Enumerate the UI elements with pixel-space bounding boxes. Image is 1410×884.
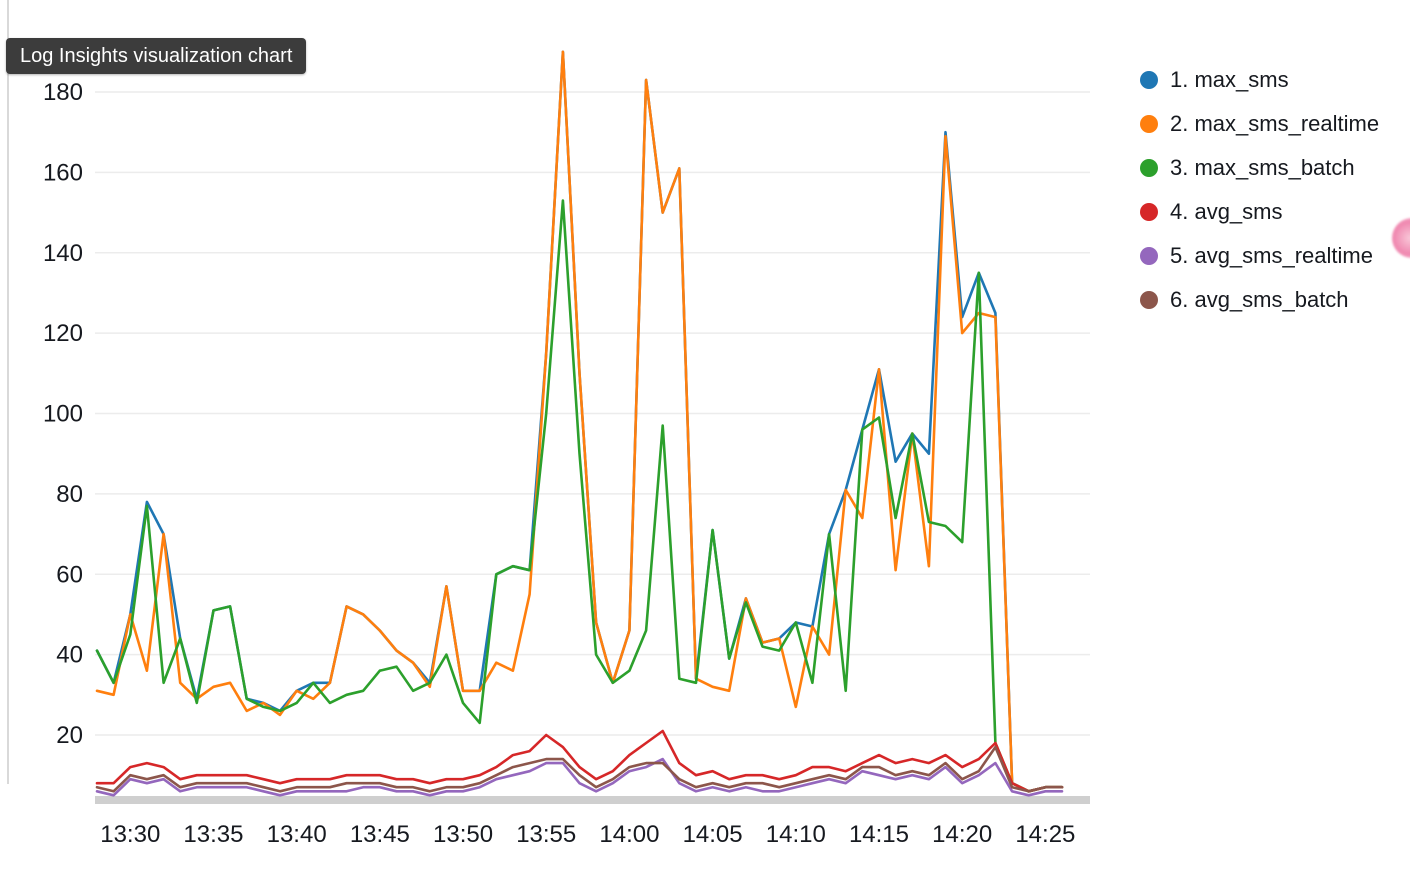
x-tick-label: 14:00 — [599, 821, 659, 848]
line-chart-canvas: 20 40 60 80 100 120 140 160 180 13:30 13:35 13:40 13… — [43, 50, 1090, 848]
legend-label: 4. avg_sms — [1170, 199, 1283, 224]
y-tick-label: 100 — [43, 401, 83, 428]
y-tick-label: 20 — [56, 722, 83, 749]
x-tick-label: 13:40 — [267, 821, 327, 848]
legend-label: 3. max_sms_batch — [1170, 155, 1355, 180]
x-tick-label: 13:45 — [350, 821, 410, 848]
series-line-avg_sms_batch — [95, 745, 1064, 793]
y-tick-label: 40 — [56, 642, 83, 669]
x-tick-label: 13:55 — [516, 821, 576, 848]
series-line-max_sms_realtime — [95, 50, 1064, 793]
x-tick-label: 14:10 — [766, 821, 826, 848]
left-panel-divider — [7, 0, 9, 784]
legend-marker-icon — [1140, 159, 1158, 177]
x-tick-label: 14:25 — [1015, 821, 1075, 848]
chart-legend: 1. max_sms 2. max_sms_realtime 3. max_sms_… — [1140, 58, 1379, 322]
x-axis-baseline — [95, 796, 1090, 804]
y-tick-label: 160 — [43, 159, 83, 186]
series-line-avg_sms — [95, 729, 1064, 793]
y-tick-label: 60 — [56, 561, 83, 588]
series-line-avg_sms_realtime — [95, 757, 1064, 797]
legend-item-avg_sms[interactable]: 4. avg_sms — [1140, 190, 1379, 234]
legend-label: 6. avg_sms_batch — [1170, 287, 1349, 312]
chart-tooltip-label: Log Insights visualization chart — [20, 45, 293, 67]
legend-label: 2. max_sms_realtime — [1170, 111, 1380, 136]
legend-marker-icon — [1140, 291, 1158, 309]
series-line-max_sms — [95, 50, 1064, 793]
x-tick-label: 13:50 — [433, 821, 493, 848]
legend-item-max_sms_realtime[interactable]: 2. max_sms_realtime — [1140, 102, 1379, 146]
legend-marker-icon — [1140, 115, 1158, 133]
y-tick-label: 180 — [43, 79, 83, 106]
pointer-highlight-icon — [1392, 218, 1410, 258]
y-tick-label: 120 — [43, 320, 83, 347]
x-tick-label: 13:30 — [100, 821, 160, 848]
x-tick-label: 14:20 — [932, 821, 992, 848]
legend-item-avg_sms_realtime[interactable]: 5. avg_sms_realtime — [1140, 234, 1379, 278]
y-tick-label: 80 — [56, 481, 83, 508]
legend-marker-icon — [1140, 203, 1158, 221]
legend-item-max_sms[interactable]: 1. max_sms — [1140, 58, 1379, 102]
legend-label: 1. max_sms — [1170, 67, 1289, 92]
legend-marker-icon — [1140, 247, 1158, 265]
series-line-max_sms_batch — [95, 199, 1064, 793]
x-tick-label: 13:35 — [183, 821, 243, 848]
legend-item-avg_sms_batch[interactable]: 6. avg_sms_batch — [1140, 278, 1379, 322]
legend-item-max_sms_batch[interactable]: 3. max_sms_batch — [1140, 146, 1379, 190]
y-tick-label: 140 — [43, 240, 83, 267]
legend-label: 5. avg_sms_realtime — [1170, 243, 1373, 268]
x-tick-label: 14:15 — [849, 821, 909, 848]
visualization-chart[interactable]: 20 40 60 80 100 120 140 160 180 13:30 13:35 13:40 13… — [0, 0, 1115, 884]
legend-marker-icon — [1140, 71, 1158, 89]
x-tick-label: 14:05 — [683, 821, 743, 848]
chart-tooltip: Log Insights visualization chart — [6, 38, 307, 74]
